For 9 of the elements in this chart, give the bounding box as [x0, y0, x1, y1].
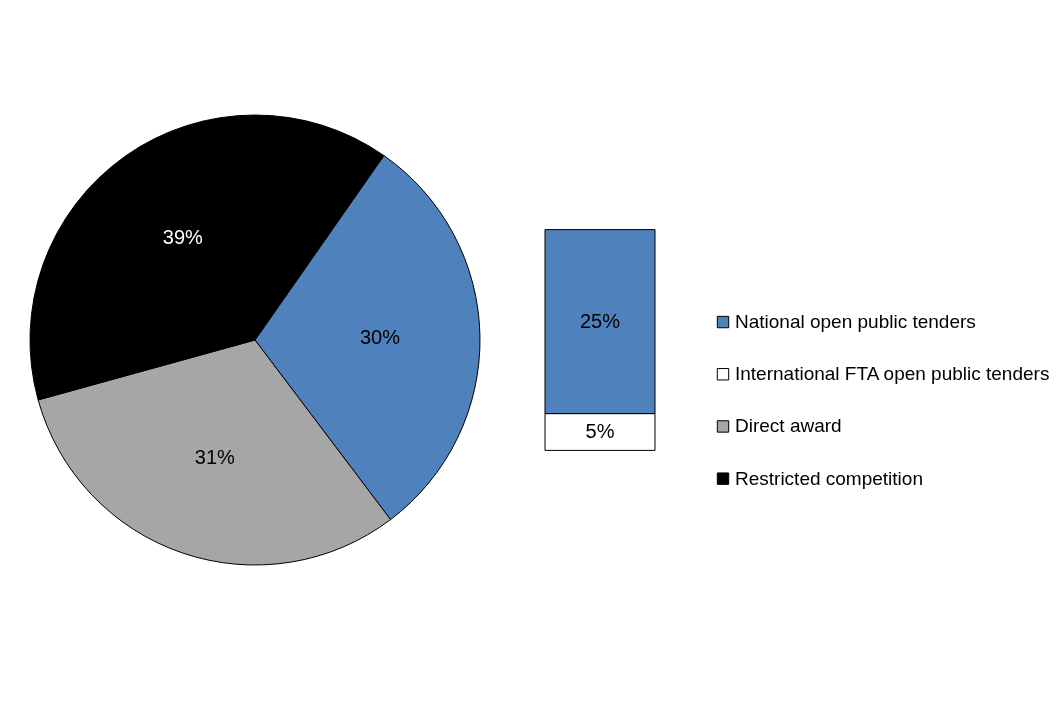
legend-label: Direct award	[735, 415, 842, 437]
text: International FTA open public tenders	[735, 363, 1050, 385]
data-label: 25%	[579, 309, 621, 332]
data-label: 39%	[162, 225, 204, 248]
data-label: 5%	[585, 420, 615, 442]
data-label: 31%	[194, 446, 236, 469]
data-label: 30%	[359, 325, 401, 348]
text: National open public tenders	[735, 311, 976, 333]
legend-label: Restricted competition	[735, 467, 923, 489]
